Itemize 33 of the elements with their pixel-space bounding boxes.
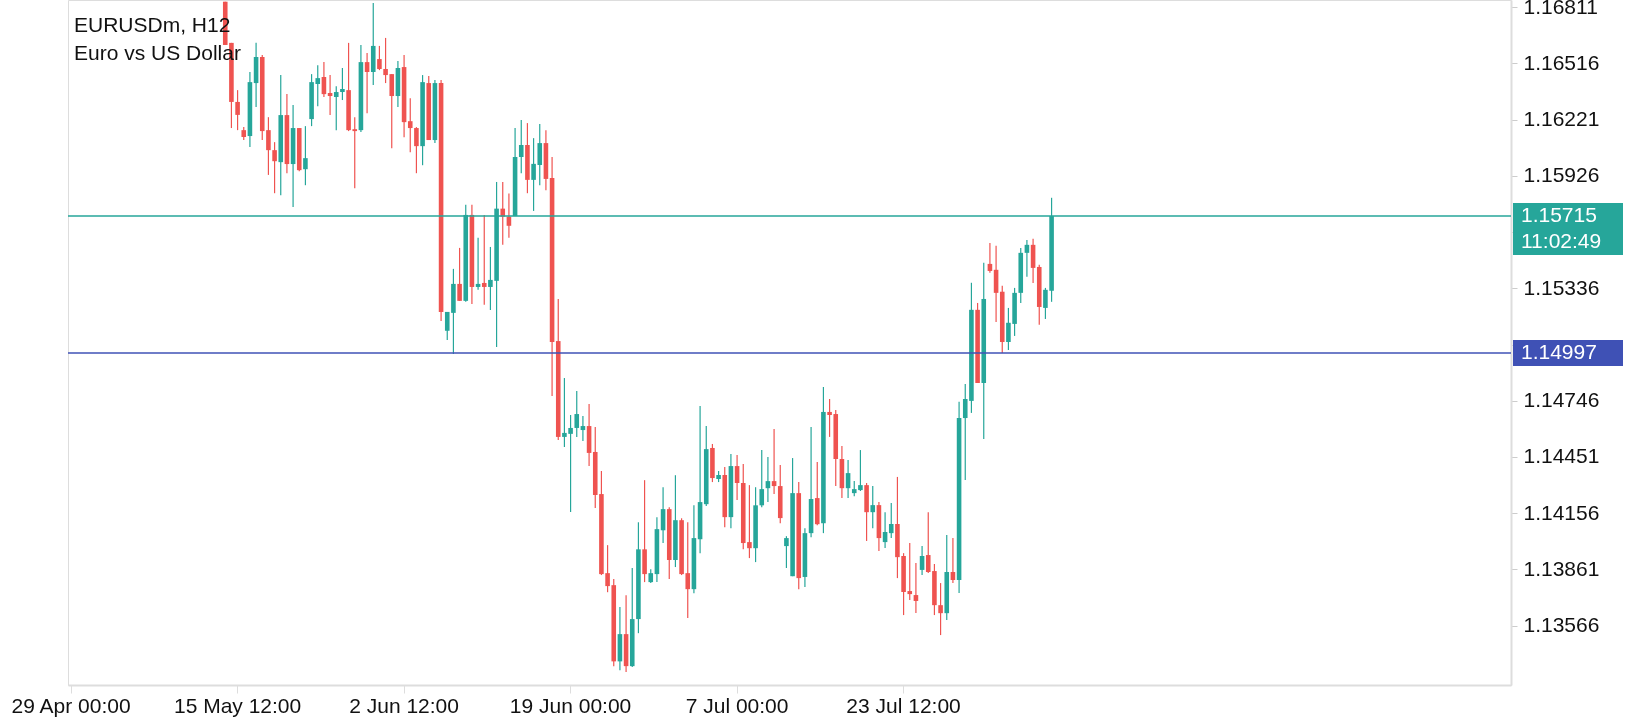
ref-line-label: 1.15715 11:02:49 xyxy=(1521,203,1602,253)
y-tick-label: 1.14451 xyxy=(1523,444,1600,468)
candlestick xyxy=(574,390,580,438)
y-tick-label: 1.15926 xyxy=(1523,163,1600,187)
candlestick xyxy=(377,45,382,71)
x-tick-label: 19 Jun 00:00 xyxy=(509,693,632,717)
y-tick-label: 1.13861 xyxy=(1523,556,1600,580)
candlestick xyxy=(303,125,308,186)
y-tick-label: 1.14156 xyxy=(1523,500,1600,524)
x-tick-label: 7 Jul 00:00 xyxy=(685,693,789,717)
candlestick xyxy=(414,126,419,174)
y-tick-label: 1.13566 xyxy=(1523,613,1600,637)
candlestick xyxy=(340,67,345,101)
candlestick xyxy=(888,502,894,539)
y-tick-label: 1.16516 xyxy=(1523,50,1600,74)
candlestick xyxy=(333,85,339,131)
x-tick-label: 29 Apr 00:00 xyxy=(11,693,131,717)
x-tick-label: 15 May 12:00 xyxy=(173,693,302,717)
candlestick xyxy=(235,89,240,131)
x-tick-label: 23 Jul 12:00 xyxy=(846,693,961,717)
ref-line-label: 1.14997 xyxy=(1521,339,1597,363)
candlestick xyxy=(759,449,765,508)
candlestick xyxy=(481,214,487,306)
candlestick xyxy=(457,247,462,302)
candlestick xyxy=(518,119,524,174)
y-tick-label: 1.15336 xyxy=(1523,275,1600,299)
y-tick-label: 1.16221 xyxy=(1523,107,1600,131)
y-tick-label: 1.14746 xyxy=(1523,388,1600,412)
candlestick xyxy=(272,141,277,194)
candlestick xyxy=(938,582,943,636)
candlestick xyxy=(407,97,413,153)
x-tick-label: 2 Jun 12:00 xyxy=(349,693,459,717)
candlestick xyxy=(870,485,876,529)
